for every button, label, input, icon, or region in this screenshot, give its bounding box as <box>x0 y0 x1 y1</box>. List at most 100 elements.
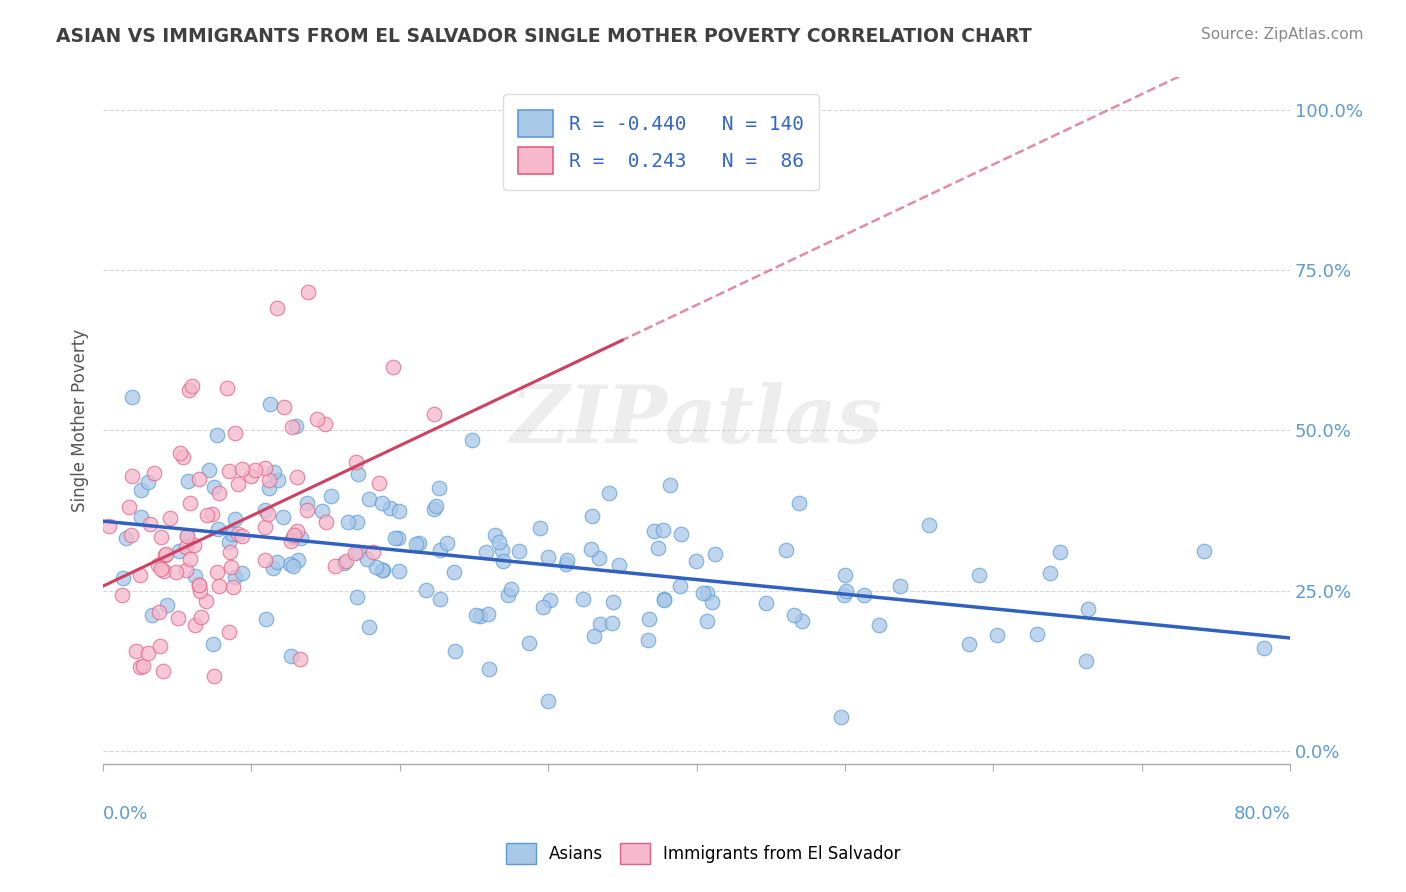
Point <box>153 548 176 562</box>
Point <box>969 568 991 582</box>
Point <box>1077 602 1099 616</box>
Point <box>517 636 540 650</box>
Point <box>305 412 328 426</box>
Point <box>347 467 370 482</box>
Point <box>333 556 356 570</box>
Point <box>789 496 811 510</box>
Point <box>538 592 561 607</box>
Point <box>280 533 302 548</box>
Point <box>187 472 209 486</box>
Point <box>118 500 141 514</box>
Point <box>184 618 207 632</box>
Point <box>477 607 499 621</box>
Point <box>357 620 380 634</box>
Point <box>704 547 727 561</box>
Point <box>499 582 522 597</box>
Point <box>159 511 181 525</box>
Text: ZIPatlas: ZIPatlas <box>510 382 883 459</box>
Point <box>475 545 498 559</box>
Point <box>986 628 1008 642</box>
Point <box>443 566 465 580</box>
Point <box>121 390 143 404</box>
Point <box>129 568 152 582</box>
Point <box>696 586 718 600</box>
Point <box>335 554 357 568</box>
Point <box>295 503 318 517</box>
Point <box>533 600 555 615</box>
Point <box>638 612 661 626</box>
Point <box>139 517 162 532</box>
Text: 0.0%: 0.0% <box>103 805 149 823</box>
Point <box>120 527 142 541</box>
Point <box>344 455 367 469</box>
Point <box>287 553 309 567</box>
Point <box>136 475 159 489</box>
Point <box>384 531 406 545</box>
Point <box>221 580 243 594</box>
Point <box>429 481 451 495</box>
Point <box>263 466 285 480</box>
Point <box>257 507 280 521</box>
Point <box>775 542 797 557</box>
Point <box>323 558 346 573</box>
Point <box>188 584 211 599</box>
Point <box>537 693 560 707</box>
Point <box>852 588 875 602</box>
Point <box>167 610 190 624</box>
Point <box>184 568 207 582</box>
Point <box>156 598 179 612</box>
Point <box>337 516 360 530</box>
Point <box>181 379 204 393</box>
Point <box>226 527 249 541</box>
Point <box>868 618 890 632</box>
Point <box>201 507 224 521</box>
Point <box>245 463 267 477</box>
Point <box>281 558 304 573</box>
Point <box>295 496 318 510</box>
Point <box>172 450 194 465</box>
Point <box>700 595 723 609</box>
Point <box>484 527 506 541</box>
Point <box>146 558 169 572</box>
Point <box>176 474 198 488</box>
Legend: Asians, Immigrants from El Salvador: Asians, Immigrants from El Salvador <box>499 837 907 871</box>
Point <box>271 510 294 524</box>
Point <box>254 503 277 517</box>
Point <box>508 544 530 558</box>
Point <box>652 591 675 606</box>
Point <box>290 531 312 545</box>
Point <box>668 579 690 593</box>
Point <box>388 564 411 578</box>
Point <box>429 542 451 557</box>
Point <box>288 651 311 665</box>
Point <box>685 553 707 567</box>
Point <box>174 563 197 577</box>
Point <box>253 461 276 475</box>
Point <box>149 640 172 654</box>
Point <box>176 528 198 542</box>
Point <box>176 529 198 543</box>
Point <box>187 578 209 592</box>
Point <box>183 538 205 552</box>
Point <box>600 615 623 630</box>
Point <box>205 565 228 579</box>
Point <box>555 553 578 567</box>
Point <box>148 606 170 620</box>
Point <box>169 445 191 459</box>
Point <box>218 534 240 549</box>
Point <box>190 610 212 624</box>
Point <box>834 568 856 582</box>
Point <box>136 646 159 660</box>
Point <box>240 469 263 483</box>
Point <box>224 425 246 440</box>
Point <box>319 489 342 503</box>
Point <box>346 516 368 530</box>
Point <box>659 478 682 492</box>
Point <box>231 529 253 543</box>
Point <box>202 668 225 682</box>
Point <box>112 571 135 585</box>
Point <box>149 530 172 544</box>
Point <box>197 463 219 477</box>
Point <box>359 491 381 506</box>
Point <box>195 594 218 608</box>
